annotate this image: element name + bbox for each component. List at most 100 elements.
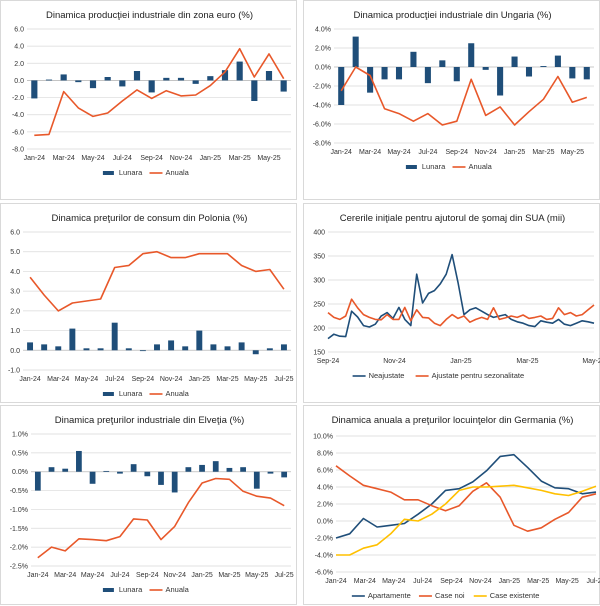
chart-panel-us-jobless-claims: Cererile iniţiale pentru ajutorul de şom… [303,203,600,403]
bar [119,80,126,87]
bar [252,350,259,355]
series-line-apartamente [335,453,597,539]
y-tick-label: 0.0% [315,65,331,72]
y-tick-label: 350 [313,254,325,261]
bar [395,67,403,80]
x-tick-label: Jan-25 [200,155,222,162]
y-tick-label: 4.0 [10,269,20,276]
y-tick-label: 2.0% [315,46,331,53]
bar [240,467,246,472]
bar [424,67,431,84]
legend-swatch [405,165,417,169]
y-tick-label: -2.0% [313,84,331,91]
bar [212,461,219,472]
series-line-case-noi [335,465,597,532]
bar [221,70,229,81]
chart-panel-poland-cpi: Dinamica preţurilor de consum din Poloni… [0,203,297,403]
bar [199,464,205,472]
y-tick-label: 0.5% [12,450,28,457]
x-tick-label: Nov-24 [383,358,406,365]
legend-label: Anuala [166,389,190,398]
x-tick-label: Mar-25 [516,358,538,365]
bar [381,67,388,80]
x-tick-label: Jul-24 [110,572,129,579]
legend-label: Lunara [119,585,143,594]
bar [133,71,141,81]
y-tick-label: 250 [313,302,325,309]
series-line-neajustate [327,253,595,340]
bar [352,36,359,67]
series-line-anuala [340,66,588,126]
x-tick-label: Sep-24 [440,578,463,585]
y-tick-label: 3.0 [10,289,20,296]
legend-label: Apartamente [368,591,411,600]
chart-title: Dinamica anuala a preţurilor locuinţelor… [332,415,574,426]
y-tick-label: 0.0% [12,469,28,476]
bar [210,344,217,351]
y-tick-label: -4.0% [315,553,333,560]
y-tick-label: 300 [313,278,325,285]
bar [226,467,233,472]
x-tick-label: Mar-24 [53,155,75,162]
y-tick-label: 1.0% [12,432,28,439]
bar [41,344,48,351]
y-tick-label: -2.0% [315,536,333,543]
bar [439,60,446,67]
x-tick-label: Mar-25 [218,572,240,579]
bar [31,80,38,99]
bar [280,80,287,92]
x-tick-label: Jul-25 [586,578,600,585]
legend-label: Anuala [469,162,493,171]
x-tick-label: Jul-25 [274,376,293,383]
series-line-anuala [37,477,285,559]
bar [55,346,62,351]
x-tick-label: Mar-25 [527,578,549,585]
x-tick-label: Jul-24 [418,149,437,156]
y-tick-label: 0.0% [317,519,333,526]
bar [171,471,178,493]
bar [104,77,111,81]
y-tick-label: 2.0% [317,502,333,509]
legend-label: Lunara [422,162,446,171]
bar [34,471,41,491]
y-tick-label: 4.0 [14,44,24,51]
x-tick-label: May-24 [81,155,104,162]
y-tick-label: 200 [313,326,325,333]
bar [97,348,104,351]
bar [103,470,110,472]
y-tick-label: 1.0 [10,328,20,335]
chart-svg: Dinamica producţiei industriale din zona… [12,10,291,177]
x-tick-label: Jan-25 [191,572,213,579]
x-tick-label: Nov-24 [160,376,183,383]
bar [280,344,287,351]
chart-svg: Cererile iniţiale pentru ajutorul de şom… [313,213,600,380]
bar [253,471,260,489]
bar [540,66,547,67]
y-tick-label: -1.0% [10,507,28,514]
bar [192,80,199,84]
y-tick-label: 8.0% [317,451,333,458]
x-tick-label: Jul-24 [105,376,124,383]
legend-swatch [102,588,114,592]
legend-label: Ajustate pentru sezonalitate [432,371,525,380]
bar [27,342,34,351]
y-tick-label: -6.0% [313,122,331,129]
x-tick-label: Jul-24 [413,578,432,585]
y-tick-label: 6.0% [317,468,333,475]
bar [468,43,475,67]
x-tick-label: May-25 [582,358,600,365]
bar [89,80,97,89]
series-lunara [31,61,287,101]
bar [569,67,576,79]
bar [111,322,118,351]
bar [117,471,123,474]
y-tick-label: -1.5% [10,526,28,533]
chart-title: Dinamica producţiei industriale din Unga… [353,10,551,21]
y-tick-label: 0.0 [14,78,24,85]
x-tick-label: Jan-24 [331,149,353,156]
x-tick-label: Sep-24 [132,376,155,383]
x-tick-label: Sep-24 [445,149,468,156]
chart-svg: Dinamica anuala a preţurilor locuinţelor… [313,415,600,600]
legend-label: Lunara [119,168,143,177]
x-tick-label: Sep-24 [136,572,159,579]
